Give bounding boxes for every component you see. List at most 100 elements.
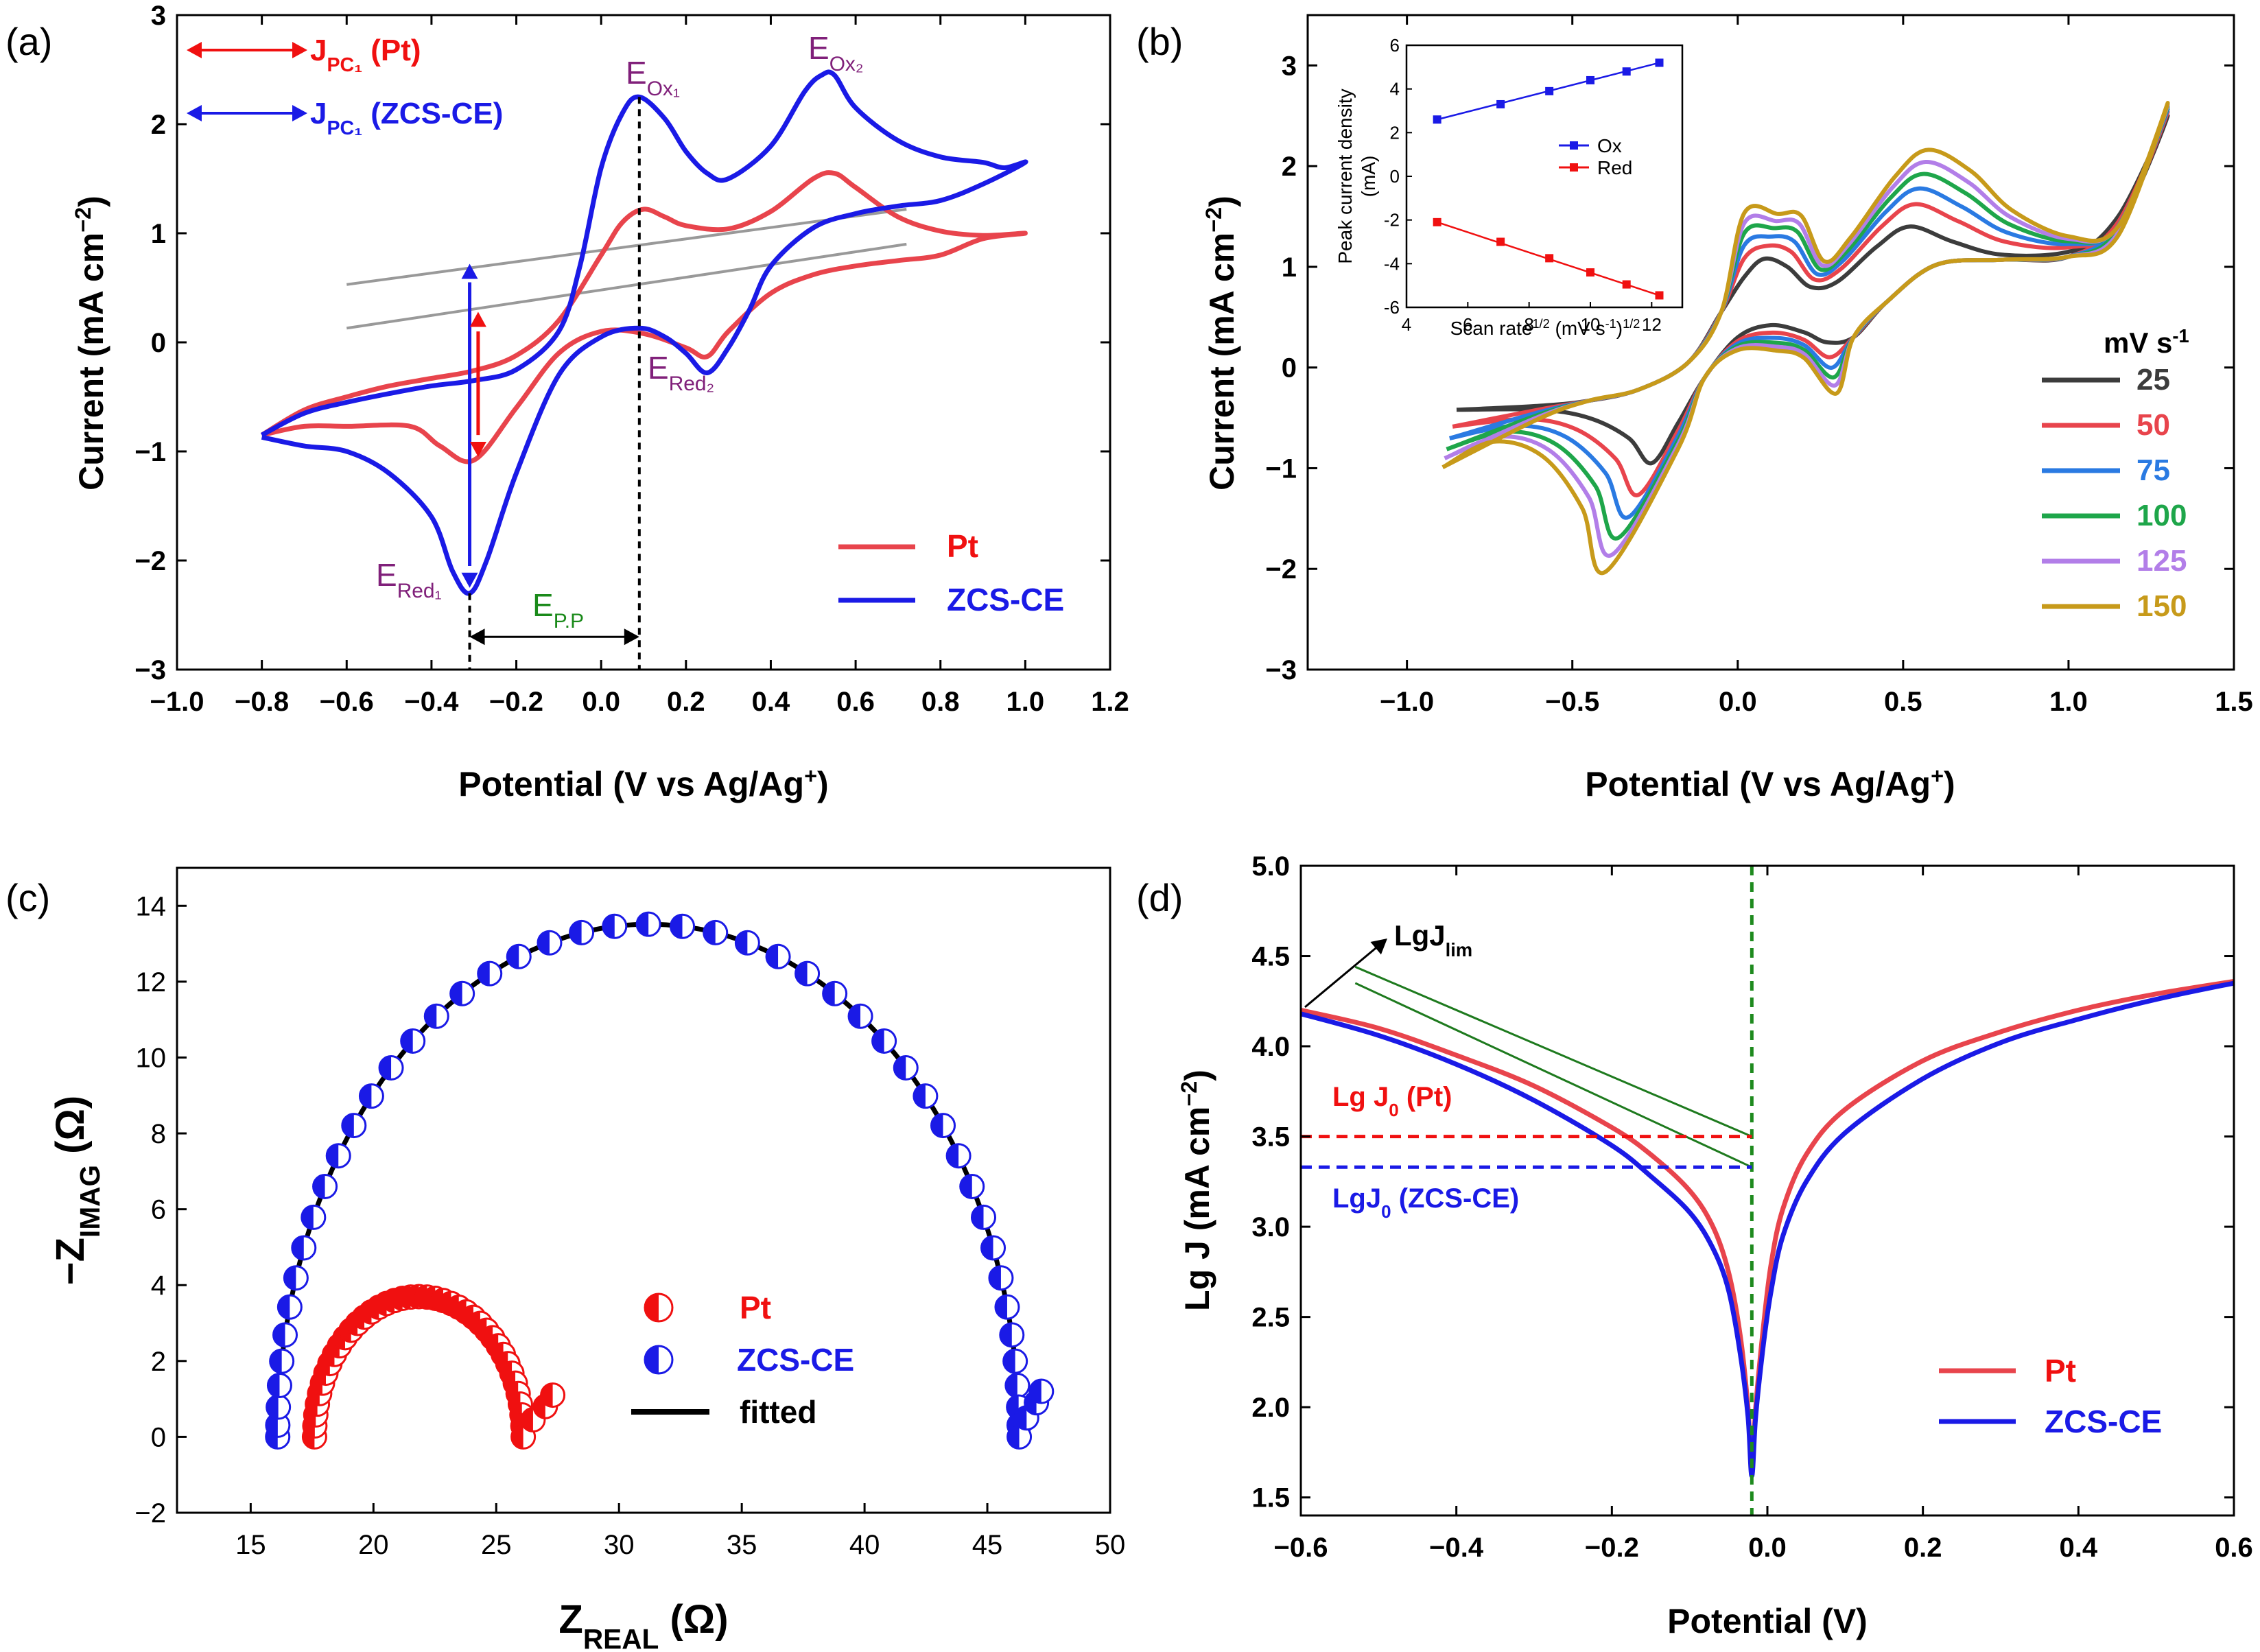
axis-a-xtick-label: 0.2 <box>667 687 705 717</box>
ered1-annotation: ERed₁ <box>376 557 442 602</box>
axis-c-ytick-label: 0 <box>151 1422 166 1452</box>
eox1-annotation: EOx₁ <box>626 55 680 100</box>
inset-ytick-label: 6 <box>1390 35 1400 56</box>
lgjlim-arrow-line <box>1304 944 1380 1008</box>
marker-zcs-half <box>450 982 462 1006</box>
jpc-pt-annotation-part: J <box>310 34 327 67</box>
axis-b-xtick-label: 0.0 <box>1719 687 1757 717</box>
jpc-zcs-annotation-part: PC₁ <box>327 117 362 139</box>
inset-marker-ox_points <box>1622 67 1631 76</box>
marker-zcs-half <box>637 912 649 936</box>
x-axis-title-b-part: + <box>1931 764 1944 788</box>
eox1-annotation-part: E <box>626 55 647 91</box>
inset-frame <box>1405 44 1684 309</box>
marker-zcs-half <box>569 921 582 945</box>
legend-label-zcs: ZCS-CE <box>737 1342 854 1378</box>
marker-zcs-half <box>872 1029 884 1053</box>
x-axis-title-c: ZREAL (Ω) <box>558 1597 728 1652</box>
axis-d-xtick-label: 0.0 <box>1748 1533 1787 1563</box>
marker-zcs <box>506 943 532 969</box>
marker-zcs <box>341 1113 367 1139</box>
tafel-line-pt <box>1301 978 2234 1473</box>
marker-zcs-half <box>360 1084 372 1108</box>
axis-d-ytick-label: 2.5 <box>1251 1303 1290 1333</box>
axis-a-xtick-label: −0.6 <box>320 687 374 717</box>
inset-x-title-part: ) <box>1616 318 1623 339</box>
marker-zcs-half <box>947 1144 959 1168</box>
legend-marker-zcs <box>644 1345 674 1375</box>
marker-zcs-half <box>273 1323 285 1347</box>
inset-xtick-label: 10 <box>1581 314 1601 335</box>
axis-d-ytick-label: 4.0 <box>1251 1032 1290 1062</box>
jpc-zcs-annotation-part: (ZCS-CE) <box>362 97 503 130</box>
axes-c-frame <box>176 866 1111 1514</box>
inset-marker-red_points <box>1586 268 1594 277</box>
inset-x-title-part: 1/2 <box>1532 317 1549 331</box>
inset-marker-red_points <box>1655 291 1664 300</box>
inset-x-title-part: (mV s <box>1550 318 1605 339</box>
marker-zcs-half <box>849 1004 861 1028</box>
lgj0-pt-annotation-part: (Pt) <box>1399 1082 1452 1112</box>
marker-zcs-half <box>379 1056 392 1080</box>
marker-zcs-half <box>972 1205 984 1229</box>
jpc-zcs-legend-arrow-head <box>187 105 202 121</box>
marker-zcs <box>959 1173 985 1199</box>
lgjlim-arrow-head <box>1370 939 1387 955</box>
marker-zcs-half <box>735 931 748 955</box>
axis-d-ytick-label: 5.0 <box>1251 851 1290 882</box>
marker-zcs <box>569 919 595 945</box>
marker-zcs-half <box>268 1373 280 1397</box>
marker-zcs-half <box>1007 1425 1020 1449</box>
tafel-tangent-zcs <box>1354 982 1752 1168</box>
inset-marker-red_points <box>1622 280 1631 289</box>
jpc-pt-legend-arrow-head <box>292 42 307 58</box>
marker-zcs <box>272 1322 298 1348</box>
axis-c-ytick-label: 6 <box>151 1195 166 1225</box>
inset-marker-ox_points <box>1433 115 1441 124</box>
y-axis-title-d-part: ) <box>1178 1070 1216 1081</box>
axes-b-frame <box>1306 14 2235 671</box>
marker-pt <box>540 1382 566 1408</box>
axis-d-ytick-label: 1.5 <box>1251 1483 1290 1513</box>
axis-c-xtick-label: 15 <box>235 1530 266 1560</box>
legend-label-zcs: ZCS-CE <box>2045 1404 2162 1439</box>
inset-marker-red_points <box>1496 237 1505 246</box>
axis-c-ytick-label: 14 <box>136 891 167 921</box>
axis-b-xtick-label: −0.5 <box>1545 687 1599 717</box>
marker-zcs <box>871 1028 897 1054</box>
lgj0-pt-annotation-part: 0 <box>1389 1100 1398 1120</box>
axis-c-xtick-label: 20 <box>358 1530 389 1560</box>
marker-zcs <box>423 1003 449 1029</box>
jpc-pt-arrow-head <box>469 441 486 457</box>
plot-area-c <box>265 911 1055 1450</box>
marker-zcs-half <box>960 1175 972 1199</box>
y-axis-title-a-part: −2 <box>71 207 95 233</box>
marker-zcs <box>276 1294 303 1320</box>
inset-marker-ox_points <box>1586 75 1594 84</box>
marker-zcs-half <box>313 1175 325 1199</box>
marker-zcs <box>400 1028 426 1054</box>
y-axis-title-b-part: Current (mA cm <box>1203 233 1241 491</box>
tafel-line-zcs-ce <box>1301 980 2234 1478</box>
inset-x-title-part: -1 <box>1605 317 1616 331</box>
axis-d-ytick-label: 4.5 <box>1251 942 1290 972</box>
marker-zcs-half <box>507 945 519 969</box>
marker-zcs-half <box>1005 1373 1017 1397</box>
marker-zcs <box>378 1054 404 1081</box>
inset-y-title: (mA) <box>1358 156 1379 198</box>
panel-label-a: (a) <box>5 20 52 63</box>
lgj0-zcs-annotation-part: 0 <box>1381 1201 1391 1222</box>
x-axis-title-c-part: (Ω) <box>659 1597 728 1642</box>
inset-xtick-label: 4 <box>1402 314 1411 335</box>
inset-ytick-label: 4 <box>1390 79 1400 99</box>
inset-marker-ox_points <box>1655 58 1664 67</box>
eox2-annotation-part: Ox₂ <box>829 53 864 75</box>
legend-title-b-part: mV s <box>2104 327 2172 359</box>
inset-y-title: Peak current density <box>1334 88 1356 263</box>
axis-a-xtick-label: 0.4 <box>752 687 790 717</box>
marker-zcs <box>291 1235 317 1261</box>
inset-ytick-label: -6 <box>1384 297 1400 318</box>
axis-a-ytick-label: 1 <box>151 219 166 249</box>
marker-zcs-half <box>278 1295 290 1319</box>
